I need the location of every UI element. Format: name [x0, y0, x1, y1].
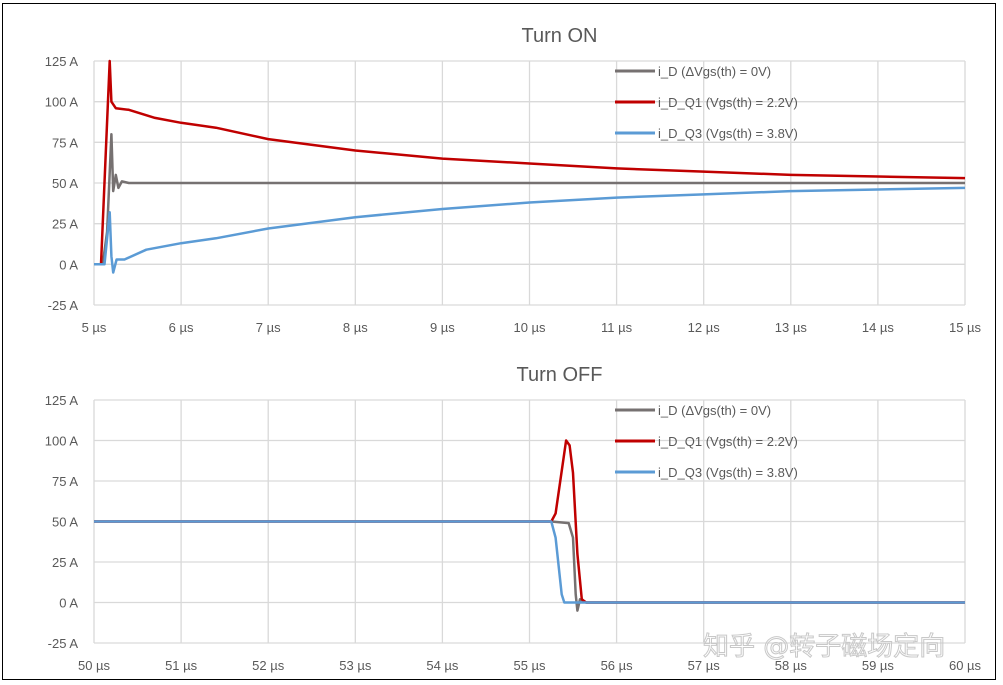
x-tick-label: 53 µs [339, 658, 372, 673]
series-line-1 [94, 439, 965, 604]
x-tick-label: 7 µs [256, 320, 281, 335]
x-tick-label: 11 µs [601, 320, 633, 335]
y-tick-label: 75 A [52, 474, 78, 489]
x-tick-label: 60 µs [949, 658, 982, 673]
chart-turn-on: Turn ON 125 A 100 A 75 A 50 A 25 A 0 A -25 A5 µ… [45, 25, 982, 335]
legend-label: i_D_Q1 (Vgs(th) = 2.2V) [658, 434, 798, 449]
x-tick-label: 13 µs [775, 320, 808, 335]
x-tick-label: 10 µs [513, 320, 546, 335]
x-tick-label: 54 µs [426, 658, 459, 673]
x-tick-label: 55 µs [513, 658, 546, 673]
legend-label: i_D_Q1 (Vgs(th) = 2.2V) [658, 95, 798, 110]
y-tick-label: 25 A [52, 217, 78, 232]
x-tick-label: 9 µs [430, 320, 455, 335]
legend-label: i_D (ΔVgs(th) = 0V) [658, 403, 771, 418]
figure-frame [2, 3, 996, 680]
x-tick-label: 5 µs [82, 320, 107, 335]
legend-label: i_D_Q3 (Vgs(th) = 3.8V) [658, 465, 798, 480]
chart-title: Turn ON [522, 25, 598, 47]
y-tick-label: 0 A [59, 596, 78, 611]
x-tick-label: 15 µs [949, 320, 982, 335]
y-tick-label: 25 A [52, 555, 78, 570]
x-tick-label: 59 µs [862, 658, 895, 673]
y-tick-label: 100 A [45, 434, 79, 449]
y-tick-label: 100 A [45, 95, 79, 110]
y-tick-label: 125 A [45, 393, 79, 408]
x-tick-label: 6 µs [169, 320, 194, 335]
x-tick-label: 52 µs [252, 658, 285, 673]
y-tick-label: 50 A [52, 176, 78, 191]
y-tick-label: -25 A [48, 298, 79, 313]
x-tick-label: 51 µs [165, 658, 198, 673]
chart-title: Turn OFF [517, 364, 603, 386]
series-line-1 [94, 59, 966, 266]
legend-label: i_D_Q3 (Vgs(th) = 3.8V) [658, 126, 798, 141]
x-tick-label: 57 µs [688, 658, 721, 673]
x-tick-label: 12 µs [688, 320, 721, 335]
watermark: 知乎 @转子磁场定向 [703, 632, 945, 662]
chart-turn-off: Turn OFF 125 A 100 A 75 A 50 A 25 A 0 A -25 A 50… [45, 364, 982, 673]
y-tick-label: 0 A [59, 257, 78, 272]
x-tick-label: 50 µs [78, 658, 111, 673]
x-tick-label: 56 µs [601, 658, 634, 673]
x-tick-label: 14 µs [862, 320, 895, 335]
x-tick-label: 8 µs [343, 320, 368, 335]
series-line-0 [94, 132, 965, 266]
y-tick-label: 75 A [52, 135, 78, 150]
series-line-2 [94, 520, 965, 604]
legend-label: i_D (ΔVgs(th) = 0V) [658, 64, 771, 79]
x-tick-label: 58 µs [775, 658, 808, 673]
y-tick-label: 125 A [45, 54, 79, 69]
y-tick-label: 50 A [52, 515, 78, 530]
y-tick-label: -25 A [48, 636, 79, 651]
series-line-2 [94, 186, 966, 274]
